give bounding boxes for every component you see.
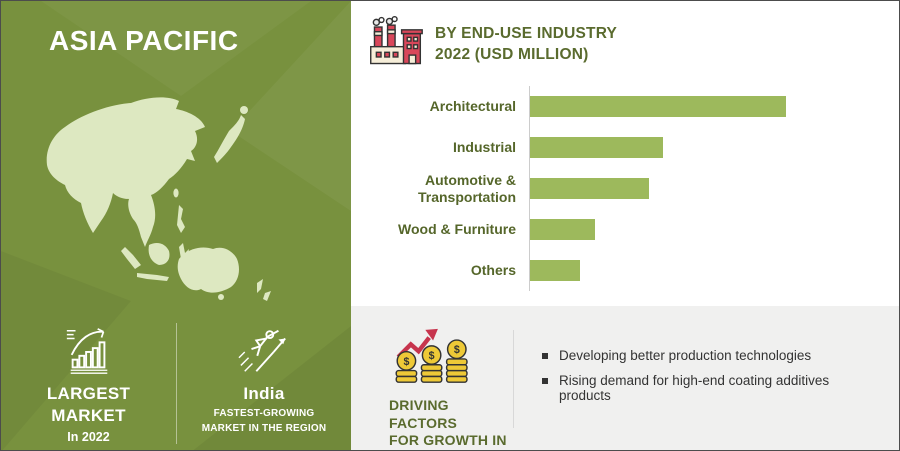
chart-category-label: Industrial [452, 139, 516, 156]
flying-person-icon [183, 323, 345, 377]
fastest-growing-line2: MARKET IN THE REGION [201, 423, 327, 435]
bar-track [529, 250, 893, 291]
chart-header: BY END-USE INDUSTRY 2022 (USD MILLION) [351, 1, 899, 74]
driving-factors-bullets: Developing better production technologie… [514, 306, 899, 450]
driving-factors-heading-line2: FOR GROWTH IN [389, 432, 507, 448]
driving-factors-left: $ $ $ DRIVING FACTORS FOR GROWTH IN ASIA… [351, 306, 513, 451]
bullet-item: Developing better production technologie… [542, 348, 883, 363]
chart-rows: Architectural Industrial Automotive & Tran… [367, 86, 899, 291]
largest-market-line2: MARKET [51, 405, 126, 425]
chart-section: BY END-USE INDUSTRY 2022 (USD MILLION) A… [351, 1, 899, 306]
chart-row: Wood & Furniture [367, 209, 899, 250]
bar-track [529, 127, 893, 168]
driving-factors-heading-line1: DRIVING FACTORS [389, 397, 458, 431]
bar-chart: Architectural Industrial Automotive & Tran… [351, 86, 899, 291]
chart-row: Automotive & Transportation [367, 168, 899, 209]
bar [530, 219, 595, 240]
chart-row: Industrial [367, 127, 899, 168]
driving-factors-heading: DRIVING FACTORS FOR GROWTH IN ASIA PACIF… [389, 397, 513, 451]
driving-factors-section: $ $ $ DRIVING FACTORS FOR GROWTH IN ASIA… [351, 306, 899, 451]
badges-row: LARGEST MARKET In 2022 [1, 322, 351, 444]
dollar-glyph: $ [454, 344, 460, 356]
fastest-growing-country: India [243, 383, 285, 403]
dollar-glyph: $ [429, 350, 435, 362]
chart-title-block: BY END-USE INDUSTRY 2022 (USD MILLION) [435, 24, 617, 65]
bullet-marker [542, 378, 548, 384]
bullet-marker [542, 353, 548, 359]
largest-market-badge: LARGEST MARKET In 2022 [1, 323, 176, 444]
vertical-divider [513, 330, 514, 428]
bar [530, 96, 787, 117]
page-title: ASIA PACIFIC [49, 25, 239, 56]
largest-market-line1: LARGEST [46, 383, 131, 403]
dollar-glyph: $ [403, 356, 409, 368]
largest-market-year: In 2022 [67, 430, 110, 444]
fastest-growing-badge: India FASTEST-GROWING MARKET IN THE REGI… [176, 322, 351, 444]
bar [530, 137, 664, 158]
bar-track [529, 209, 893, 250]
chart-category-label: Wood & Furniture [398, 221, 516, 238]
chart-title: BY END-USE INDUSTRY [435, 25, 618, 43]
chart-category-label: Automotive & Transportation [417, 172, 516, 205]
asia-pacific-map [29, 87, 299, 322]
fastest-growing-line1: FASTEST-GROWING [213, 407, 315, 419]
background-facets [1, 1, 351, 450]
bar-track [529, 168, 893, 209]
chart-category-label: Others [470, 262, 516, 279]
bar [530, 260, 581, 281]
coins-growth-icon: $ $ $ [389, 328, 481, 392]
factory-icon [367, 15, 425, 74]
bar [530, 178, 649, 199]
bullet-text: Rising demand for high-end coating addit… [559, 373, 830, 403]
chart-category-label: Architectural [429, 98, 516, 115]
chart-row: Others [367, 250, 899, 291]
bullet-item: Rising demand for high-end coating addit… [542, 373, 883, 403]
growth-chart-icon [7, 323, 170, 377]
bar-track [529, 86, 893, 127]
driving-factors-heading-line3: ASIA PACIFIC [389, 450, 513, 451]
chart-row: Architectural [367, 86, 899, 127]
chart-subtitle: 2022 (USD MILLION) [435, 45, 589, 63]
bullet-text: Developing better production technologie… [559, 348, 812, 363]
region-panel: ASIA PACIFIC [1, 1, 351, 450]
